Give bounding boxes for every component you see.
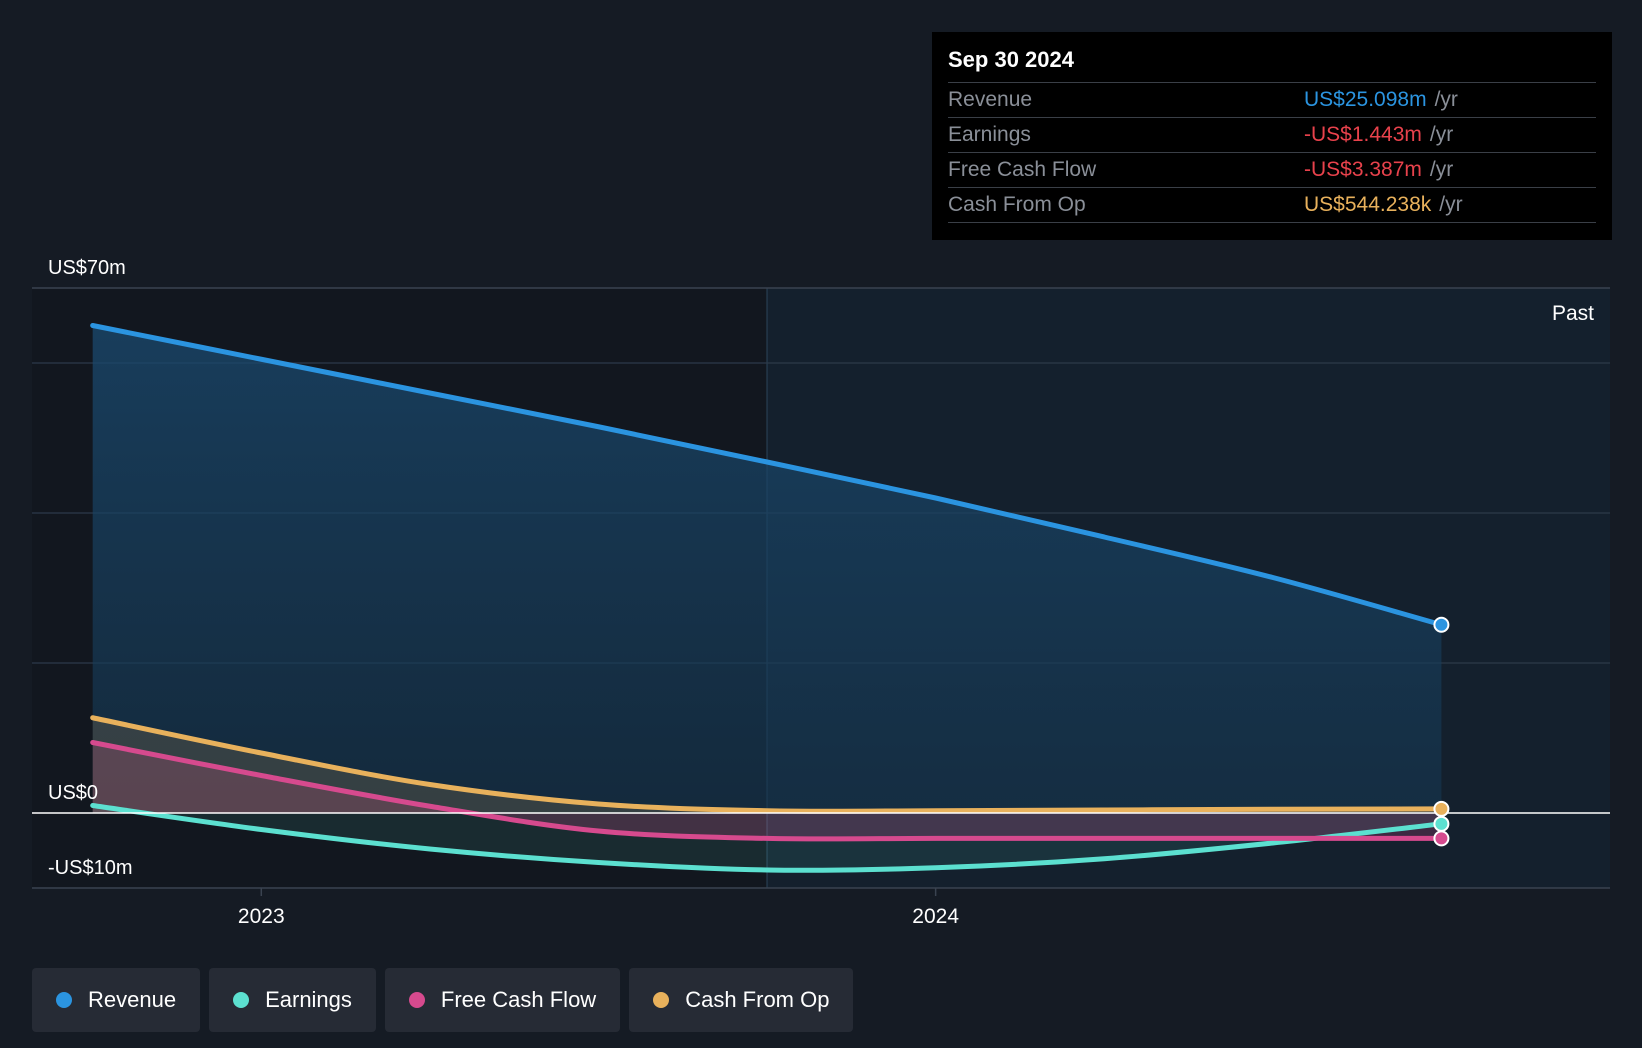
tooltip-unit: /yr xyxy=(1439,193,1463,216)
legend-label: Free Cash Flow xyxy=(440,987,597,1012)
cash-from-op-area xyxy=(92,717,1442,813)
tooltip-value: -US$1.443m xyxy=(1304,123,1422,146)
y-tick-label: US$70m xyxy=(48,257,126,279)
tooltip-row-revenue: Revenue US$25.098m /yr xyxy=(948,83,1596,118)
cash-from-op-end-point xyxy=(1433,800,1450,817)
y-tick-label: -US$10m xyxy=(48,857,132,879)
earnings-end-point xyxy=(1433,815,1450,832)
earnings-dot-icon xyxy=(233,992,250,1008)
tooltip-value: US$544.238k xyxy=(1304,193,1432,216)
cash-from-op-line xyxy=(90,715,1444,814)
past-label: Past xyxy=(1552,302,1594,325)
tooltip-label: Free Cash Flow xyxy=(948,158,1097,181)
tooltip-row-free-cash-flow: Free Cash Flow -US$3.387m /yr xyxy=(948,153,1596,188)
earnings-line xyxy=(90,803,1444,873)
tooltip-panel: Sep 30 2024 Revenue US$25.098m /yr Earni… xyxy=(932,32,1612,240)
tooltip-label: Cash From Op xyxy=(948,193,1086,216)
tooltip-value: -US$3.387m xyxy=(1304,158,1422,181)
tooltip-row-earnings: Earnings -US$1.443m /yr xyxy=(948,118,1596,153)
y-tick-label: US$0 xyxy=(48,782,98,804)
revenue-dot-icon xyxy=(56,992,72,1008)
revenue-end-point xyxy=(1433,616,1450,633)
tooltip-label: Revenue xyxy=(948,88,1033,111)
free-cash-flow-area xyxy=(92,742,1442,839)
legend-label: Cash From Op xyxy=(685,987,830,1012)
x-tick-label: 2024 xyxy=(912,905,959,928)
tooltip-value: US$25.098m xyxy=(1304,88,1427,111)
revenue-area xyxy=(92,325,1442,813)
free-cash-flow-end-point xyxy=(1433,830,1450,847)
cash-from-op-dot-icon xyxy=(653,992,670,1008)
tooltip-row-cash-from-op: Cash From Op US$544.238k /yr xyxy=(948,188,1596,223)
free-cash-flow-line xyxy=(90,740,1444,842)
legend-item-revenue[interactable]: Revenue xyxy=(32,968,201,1032)
revenue-line xyxy=(90,323,1444,628)
tooltip-date: Sep 30 2024 xyxy=(948,46,1596,83)
legend-item-free-cash-flow[interactable]: Free Cash Flow xyxy=(384,968,621,1032)
tooltip-unit: /yr xyxy=(1429,123,1454,146)
tooltip-label: Earnings xyxy=(948,123,1031,146)
free-cash-flow-dot-icon xyxy=(408,992,425,1008)
legend-item-cash-from-op[interactable]: Cash From Op xyxy=(629,968,854,1032)
legend-item-earnings[interactable]: Earnings xyxy=(209,968,376,1032)
legend: Revenue Earnings Free Cash Flow Cash Fro… xyxy=(32,968,854,1032)
tooltip-unit: /yr xyxy=(1429,158,1454,181)
legend-label: Earnings xyxy=(265,987,352,1012)
legend-label: Revenue xyxy=(88,987,177,1012)
tooltip-unit: /yr xyxy=(1434,88,1458,111)
x-tick-label: 2023 xyxy=(238,905,285,928)
